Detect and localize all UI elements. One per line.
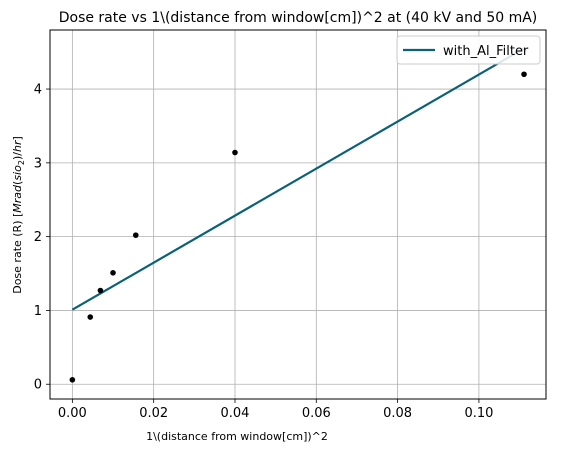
data-point bbox=[521, 71, 527, 78]
x-tick-label: 0.04 bbox=[221, 406, 250, 421]
x-axis-label: 1\(distance from window[cm])^2 bbox=[146, 430, 328, 443]
legend: with_Al_Filter bbox=[396, 35, 541, 65]
data-point bbox=[232, 149, 238, 156]
legend-box bbox=[396, 35, 541, 65]
y-tick-label: 0 bbox=[34, 378, 42, 393]
x-tick-label: 0.10 bbox=[464, 406, 493, 421]
x-axis-ticks: 0.00 0.02 0.04 0.06 0.08 0.10 bbox=[58, 399, 493, 421]
data-point bbox=[87, 314, 94, 320]
legend-label: with_Al_Filter bbox=[443, 44, 529, 59]
chart-title: Dose rate vs 1\(distance from window[cm]… bbox=[59, 10, 538, 26]
x-tick-label: 0.02 bbox=[139, 406, 168, 421]
y-tick-label: 4 bbox=[34, 83, 42, 98]
y-tick-label: 3 bbox=[34, 156, 42, 171]
fit-line-series bbox=[71, 47, 525, 311]
data-point bbox=[69, 377, 76, 383]
data-point bbox=[97, 287, 104, 294]
y-axis-ticks: 0 1 2 3 4 bbox=[34, 83, 50, 393]
fit-line-layer bbox=[71, 47, 525, 311]
data-point bbox=[110, 270, 116, 276]
data-point bbox=[132, 232, 139, 238]
plot-area bbox=[50, 30, 546, 399]
x-tick-label: 0.06 bbox=[302, 406, 331, 421]
scatter-points bbox=[69, 71, 527, 383]
y-tick-label: 2 bbox=[34, 230, 42, 245]
y-axis-label: Dose rate (R) [Mrad(sio2)/hr] bbox=[11, 136, 26, 294]
x-tick-label: 0.00 bbox=[58, 406, 87, 421]
x-tick-label: 0.08 bbox=[383, 406, 412, 421]
plot-frame bbox=[49, 29, 547, 400]
y-tick-label: 1 bbox=[34, 304, 42, 319]
